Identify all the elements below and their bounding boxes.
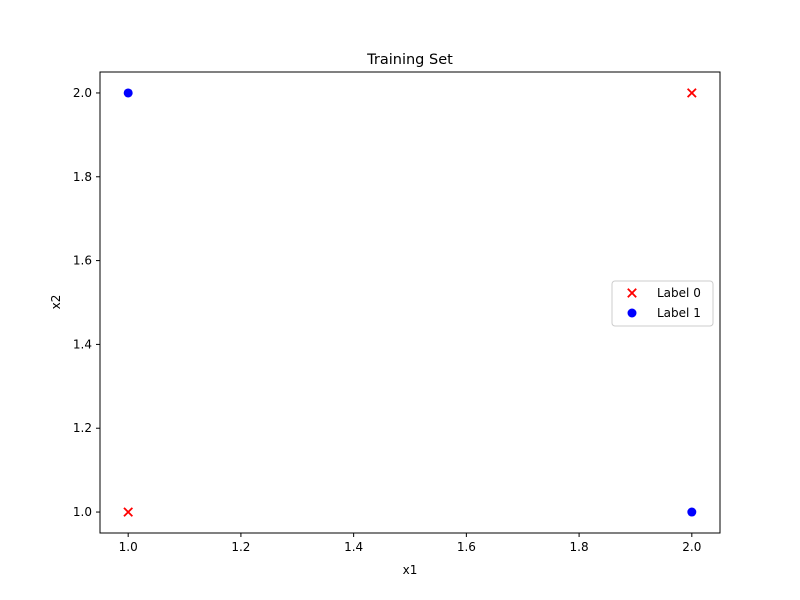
x-axis-label: x1 [403,563,418,577]
x-axis-ticks: 1.0 1.2 1.4 1.6 1.8 2.0 [119,533,701,554]
legend: Label 0 Label 1 [611,280,714,327]
x-tick-label: 1.4 [344,540,363,554]
y-tick-label: 1.6 [73,254,92,268]
x-marker-stroke [686,88,697,98]
legend-box [611,280,714,327]
y-tick-label: 1.0 [73,505,92,519]
y-axis-ticks: 1.0 1.2 1.4 1.6 1.8 2.0 [73,86,100,519]
x-tick-label: 2.0 [682,540,701,554]
y-tick-label: 1.4 [73,337,92,351]
data-point-label0-0 [123,507,134,517]
legend-label-1: Label 1 [657,306,701,320]
y-tick-label: 1.8 [73,170,92,184]
data-points [123,88,697,517]
y-axis-label: x2 [49,295,63,310]
plot-frame [99,71,721,534]
x-marker-stroke [627,288,637,298]
y-tick-label: 2.0 [73,86,92,100]
x-marker-stroke [123,507,134,517]
legend-marker-1 [627,308,637,318]
chart-title: Training Set [366,52,453,68]
x-tick-label: 1.2 [231,540,250,554]
legend-marker-0 [627,288,637,298]
data-point-label1-0 [123,88,133,98]
x-tick-label: 1.0 [119,540,138,554]
data-point-label0-1 [686,88,697,98]
legend-label-0: Label 0 [657,286,701,300]
x-tick-label: 1.8 [570,540,589,554]
data-point-label1-1 [687,507,697,517]
x-tick-label: 1.6 [457,540,476,554]
y-tick-label: 1.2 [73,421,92,435]
